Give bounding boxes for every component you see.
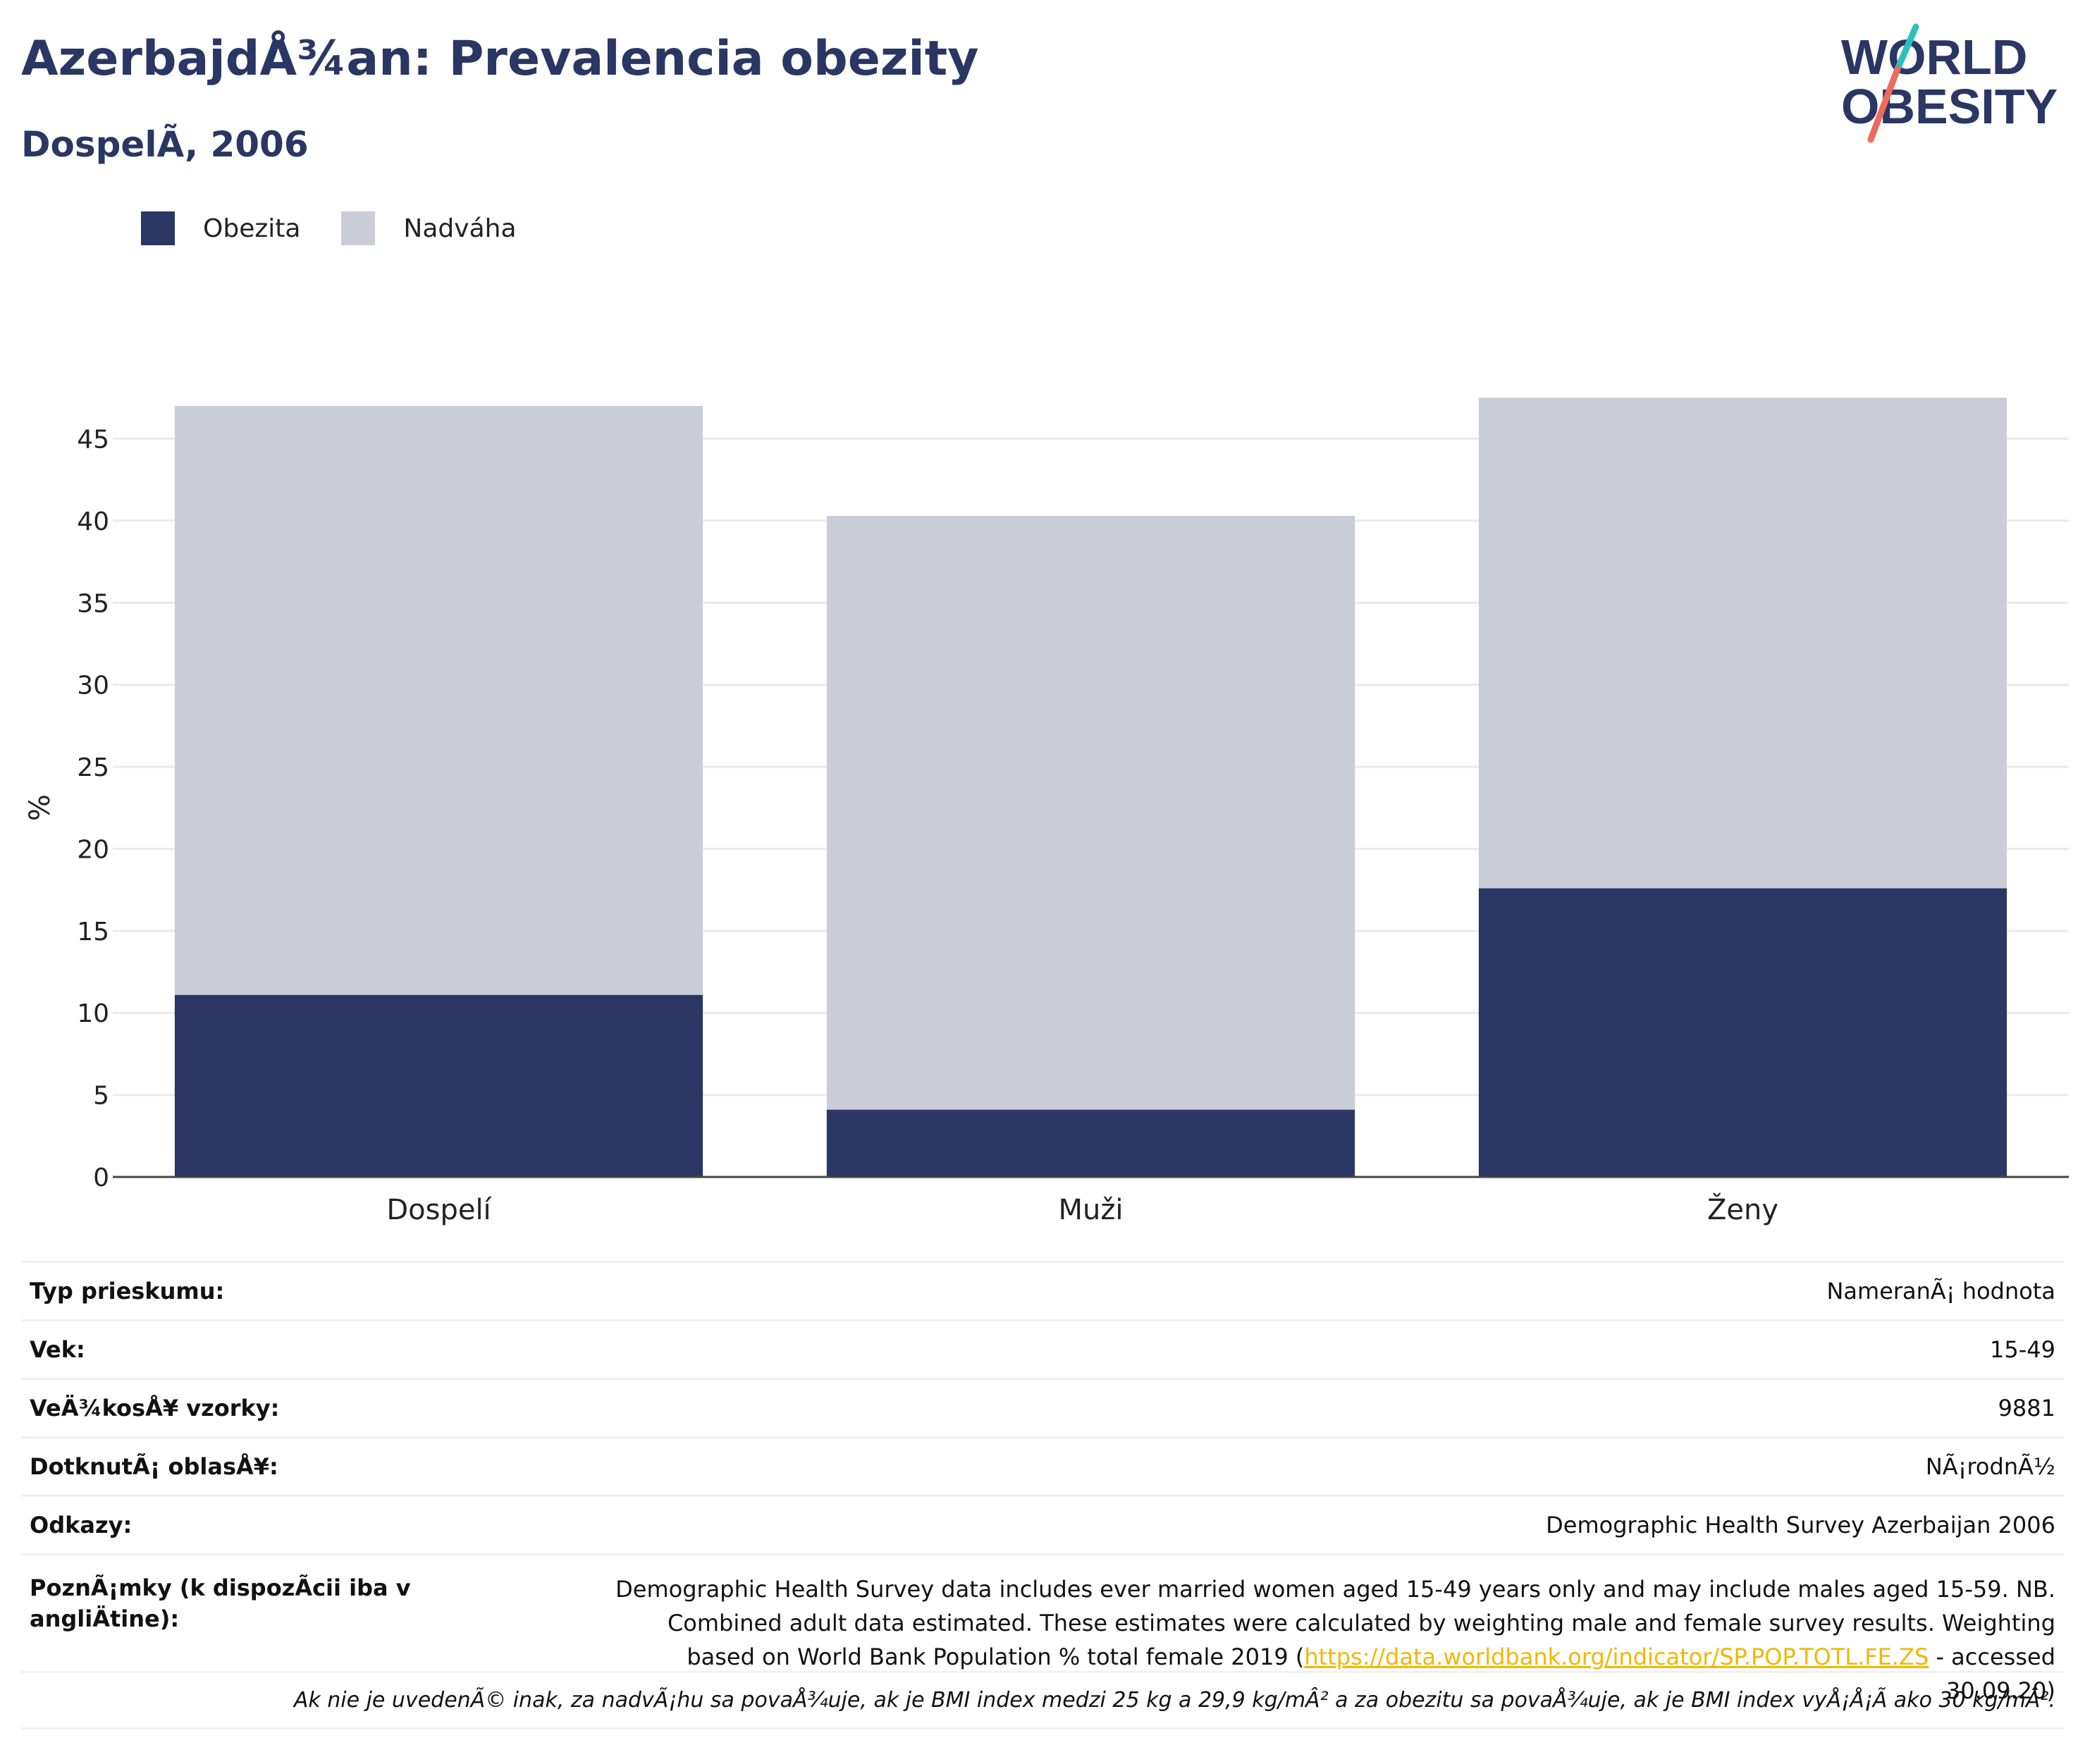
info-row-age: Vek: 15-49	[21, 1319, 2064, 1378]
info-label: PoznÃ¡mky (k dispozÃcii iba v angliÄtine…	[30, 1574, 411, 1632]
footnote-row: Ak nie je uvedenÃ© inak, za nadvÃ¡hu sa …	[21, 1671, 2064, 1729]
legend-swatch-obesity	[141, 211, 175, 245]
x-tick-label: Dospelí	[386, 1194, 492, 1226]
y-tick-label: 10	[77, 999, 109, 1028]
y-axis-label: %	[24, 794, 56, 821]
info-label: DotknutÃ¡ oblasÅ¥:	[30, 1453, 278, 1480]
bar-overweight	[174, 405, 703, 995]
legend-label-obesity: Obezita	[203, 214, 301, 243]
bar-obesity	[1478, 888, 2007, 1177]
page-subtitle: DospelÃ, 2006	[21, 124, 309, 165]
legend-swatch-overweight	[341, 211, 376, 245]
info-row-area: DotknutÃ¡ oblasÅ¥: NÃ¡rodnÃ½	[21, 1436, 2064, 1495]
info-label: Typ prieskumu:	[30, 1278, 225, 1305]
page-title: AzerbajdÅ¾an: Prevalencia obezity	[21, 31, 979, 87]
info-label: Vek:	[30, 1336, 85, 1363]
info-value: 15-49	[1990, 1336, 2055, 1363]
bar-obesity	[174, 994, 703, 1177]
y-tick-label: 5	[93, 1082, 109, 1111]
info-row-references: Odkazy: Demographic Health Survey Azerba…	[21, 1495, 2064, 1553]
x-tick-label: Ženy	[1707, 1192, 1778, 1226]
legend-item-obesity[interactable]: Obezita	[141, 211, 300, 245]
world-obesity-logo: WORLD OBESITY	[1841, 23, 2058, 143]
info-row-survey-type: Typ prieskumu: NameranÃ¡ hodnota	[21, 1261, 2064, 1319]
worldbank-link[interactable]: https://data.worldbank.org/indicator/SP.…	[1304, 1643, 1929, 1670]
notes-text-after: - accessed 30.09.20)	[1929, 1643, 2055, 1704]
info-label: VeÄ¾kosÅ¥ vzorky:	[30, 1395, 280, 1421]
y-tick-label: 30	[77, 672, 109, 701]
bmi-footnote: Ak nie je uvedenÃ© inak, za nadvÃ¡hu sa …	[293, 1688, 2055, 1713]
notes-text-before: Demographic Health Survey data includes …	[615, 1576, 2055, 1670]
info-value: Demographic Health Survey Azerbaijan 200…	[1546, 1512, 2055, 1538]
info-value: NameranÃ¡ hodnota	[1826, 1278, 2055, 1305]
y-tick-label: 40	[77, 507, 109, 536]
y-tick-label: 35	[77, 589, 109, 618]
y-tick-label: 0	[93, 1164, 109, 1192]
y-tick-label: 20	[77, 835, 109, 864]
info-table: Typ prieskumu: NameranÃ¡ hodnota Vek: 15…	[21, 1261, 2064, 1729]
y-tick-label: 25	[77, 753, 109, 782]
bar-overweight	[826, 515, 1355, 1110]
legend-item-overweight[interactable]: Nadváha	[341, 211, 517, 245]
bar-obesity	[826, 1109, 1355, 1177]
bar-chart: 0 5 10 15 20 25 30 35 40 45% Dospelí Muži Ženy	[24, 397, 2069, 1226]
notes-text: Demographic Health Survey data includes …	[593, 1572, 2055, 1708]
logo-line1: WORLD	[1841, 30, 2027, 85]
logo-slash-coral	[1867, 66, 1901, 143]
y-tick-label: 15	[77, 918, 109, 946]
info-value: NÃ¡rodnÃ½	[1925, 1453, 2055, 1480]
chart-legend: Obezita Nadváha	[141, 211, 558, 245]
y-tick-label: 45	[77, 426, 109, 455]
legend-label-overweight: Nadváha	[403, 214, 517, 243]
info-row-sample-size: VeÄ¾kosÅ¥ vzorky: 9881	[21, 1378, 2064, 1436]
info-value: 9881	[1998, 1395, 2055, 1421]
info-label: Odkazy:	[30, 1512, 133, 1538]
info-row-notes: PoznÃ¡mky (k dispozÃcii iba v angliÄtine…	[21, 1553, 2064, 1704]
x-tick-label: Muži	[1059, 1194, 1124, 1226]
bar-overweight	[1478, 397, 2007, 889]
logo-slash-teal	[1894, 23, 1919, 73]
